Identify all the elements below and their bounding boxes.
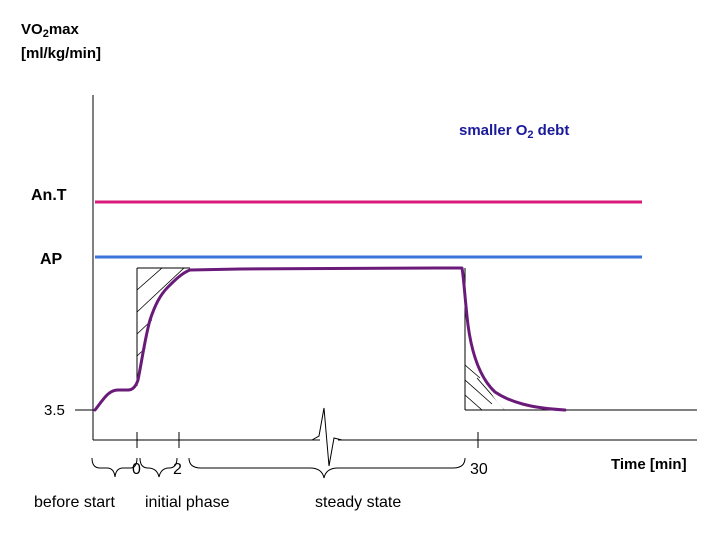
baseline-label: 3.5 [44, 402, 65, 419]
brace-steady-state [188, 457, 466, 479]
oxygen-debt-annotation: smaller O2 debt [459, 122, 570, 141]
ap-label: AP [40, 251, 63, 268]
y-axis-label: VO2max [ml/kg/min] [21, 21, 102, 62]
tick-label-0: 0 [132, 461, 141, 478]
phase-label-before-start: before start [34, 494, 115, 511]
y-axis-unit: [ml/kg/min] [21, 45, 102, 62]
brace-initial-phase [139, 457, 178, 478]
phase-label-steady-state: steady state [315, 494, 402, 511]
vo2-curve [93, 266, 567, 412]
tick-label-2: 2 [173, 461, 182, 478]
ant-label: An.T [31, 187, 67, 204]
tick-label-30: 30 [470, 461, 488, 478]
x-axis-label: Time [min] [611, 456, 687, 473]
axis-break-mark [311, 407, 343, 467]
phase-label-initial-phase: initial phase [145, 494, 230, 511]
brace-before-start [91, 457, 138, 478]
